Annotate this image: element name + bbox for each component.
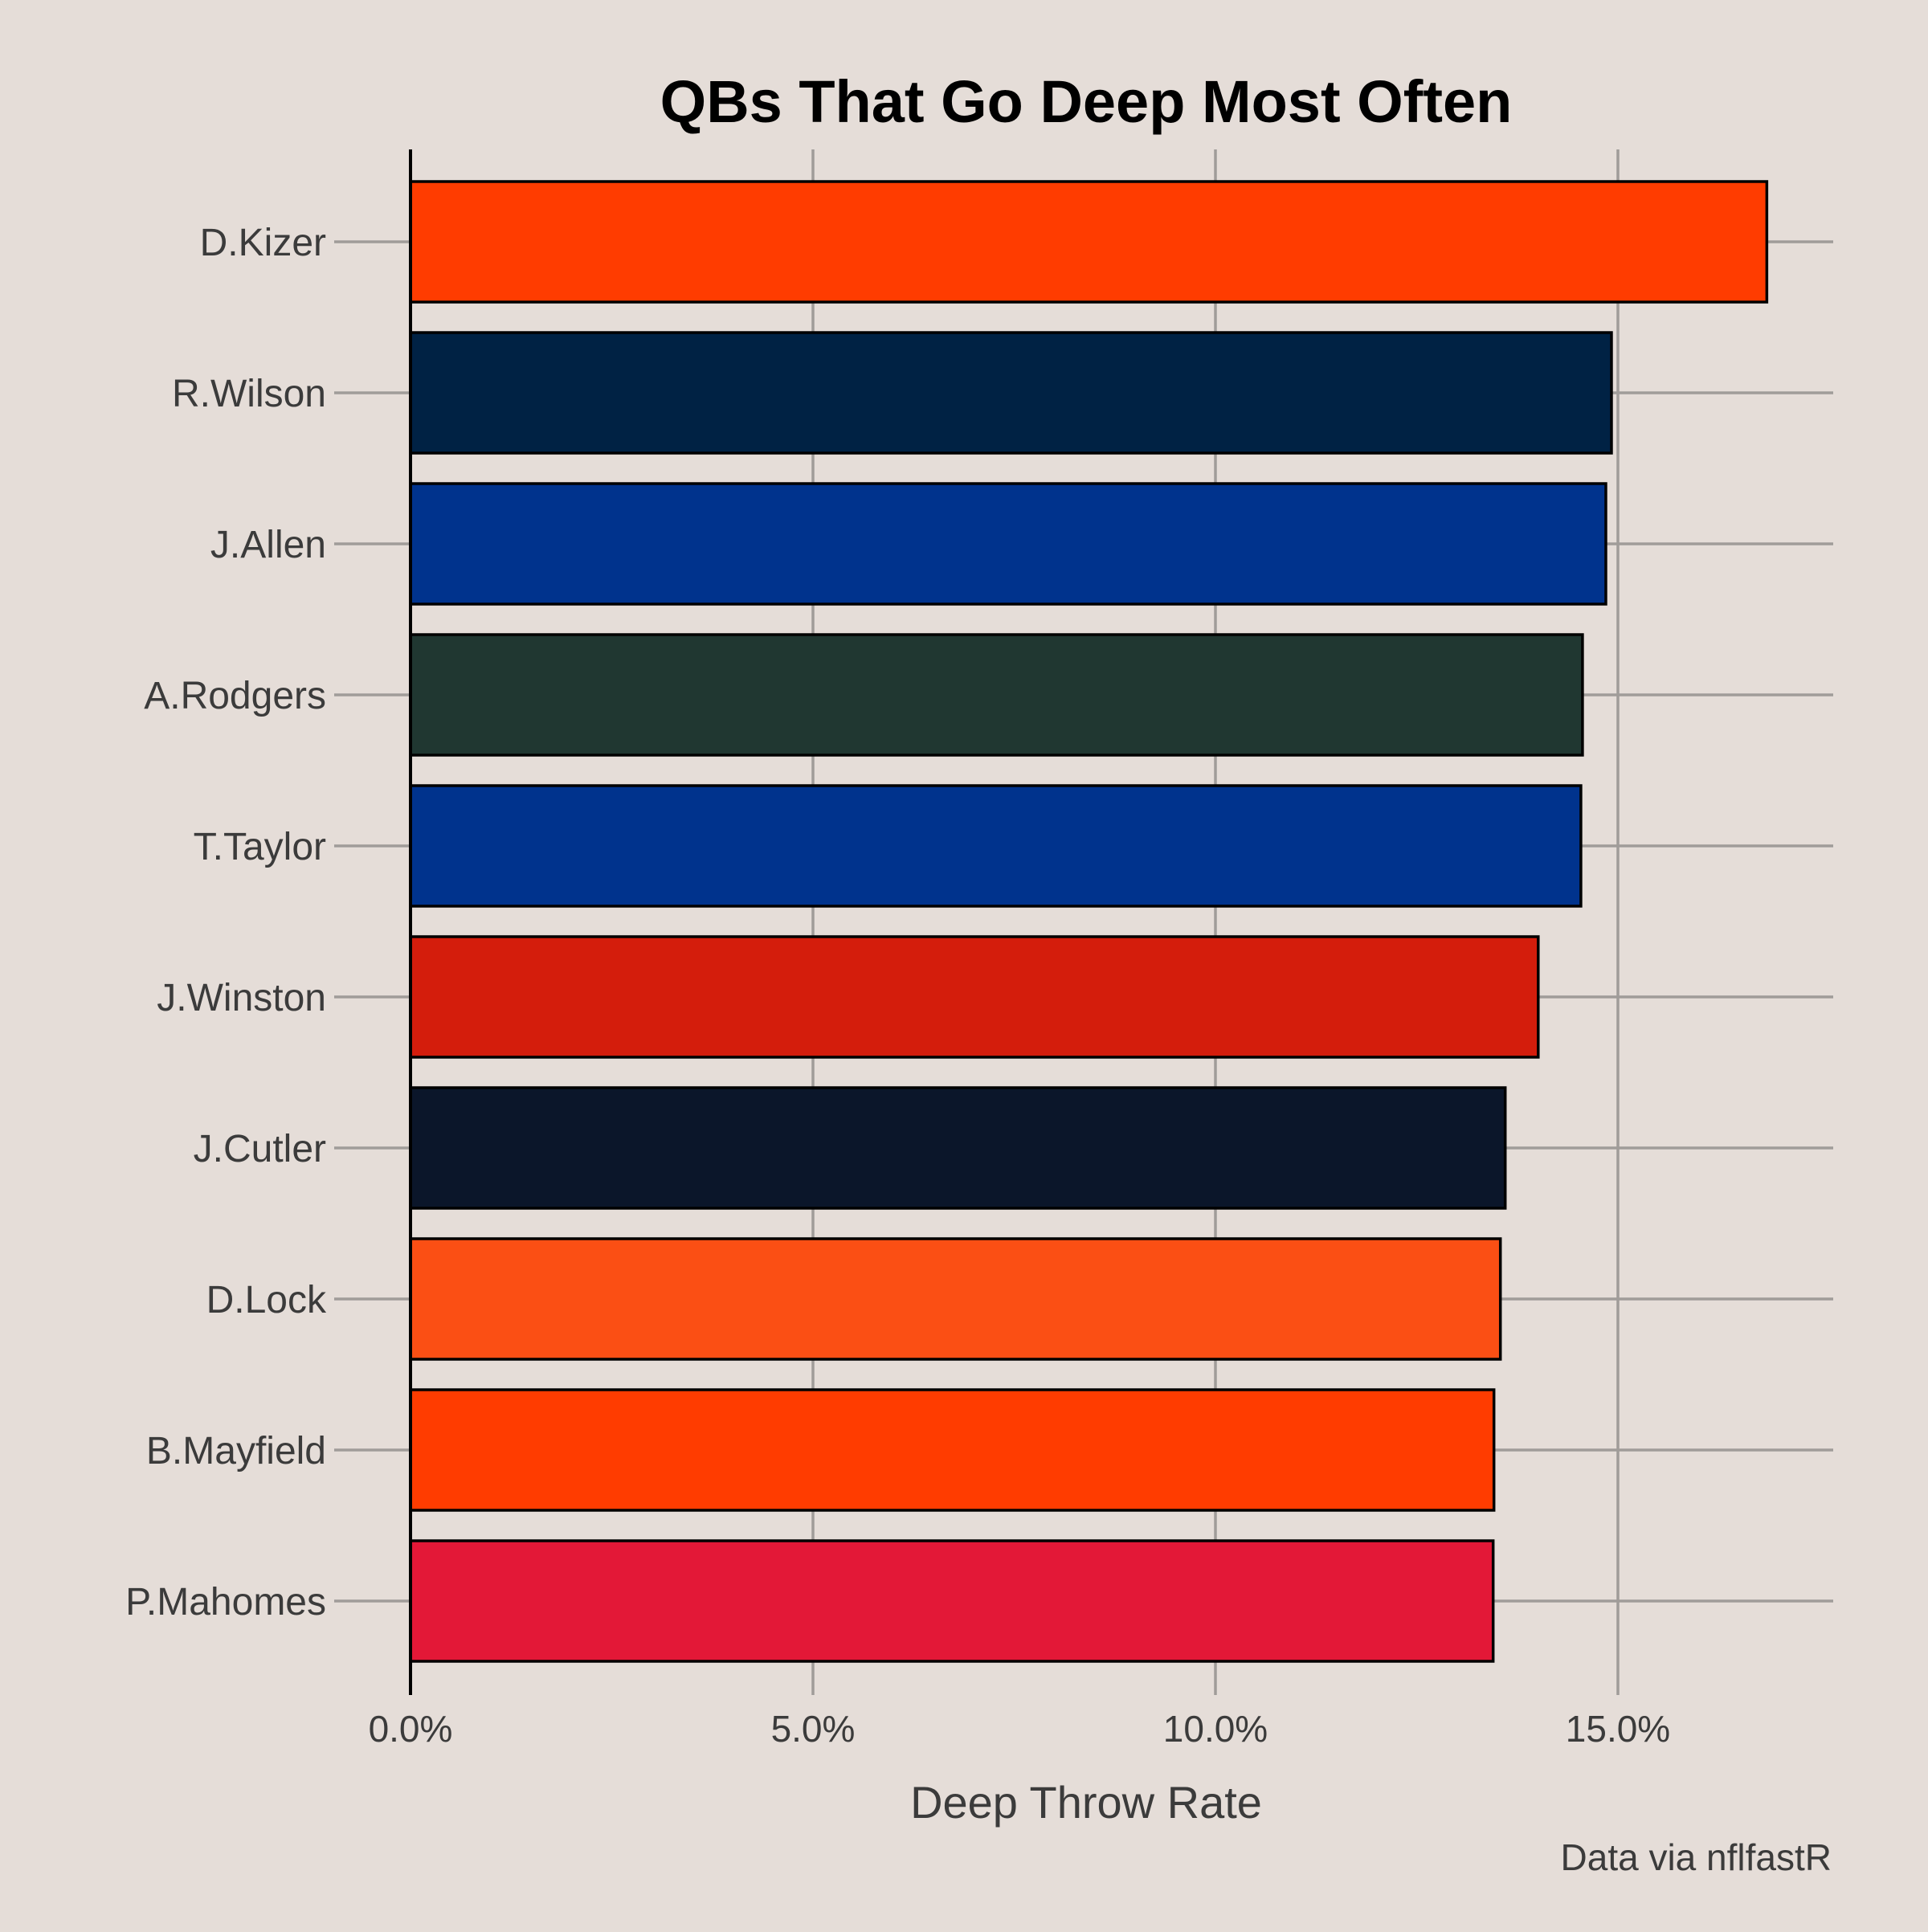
bar-t-taylor — [409, 784, 1583, 908]
y-tick-label: J.Allen — [210, 524, 326, 566]
y-tick-label: D.Lock — [206, 1279, 327, 1321]
bar-r-wilson — [409, 331, 1613, 455]
source-caption: Data via nflfastR — [1561, 1836, 1832, 1878]
y-tick-label: B.Mayfield — [146, 1430, 326, 1472]
y-tick-label: T.Taylor — [194, 826, 326, 868]
x-tick-label: 5.0% — [771, 1708, 856, 1750]
bar-b-mayfield — [409, 1388, 1496, 1512]
bars — [409, 180, 1769, 1663]
x-tick-label: 0.0% — [369, 1708, 453, 1750]
x-axis-label: Deep Throw Rate — [910, 1777, 1262, 1828]
bar-d-lock — [409, 1237, 1502, 1361]
bar-j-winston — [409, 935, 1540, 1059]
y-tick-label: R.Wilson — [172, 373, 326, 415]
bar-j-allen — [409, 482, 1607, 606]
y-tick-label: D.Kizer — [200, 222, 326, 264]
chart-title: QBs That Go Deep Most Often — [660, 68, 1513, 135]
x-tick-label: 10.0% — [1163, 1708, 1268, 1750]
y-tick-label: J.Cutler — [194, 1128, 326, 1170]
y-tick-label: P.Mahomes — [125, 1581, 326, 1624]
bar-a-rodgers — [409, 633, 1584, 757]
bar-j-cutler — [409, 1086, 1507, 1210]
y-tick-label: J.Winston — [157, 977, 326, 1019]
bar-p-mahomes — [409, 1539, 1495, 1663]
axes: 0.0% 5.0% 10.0% 15.0% D.Kizer R.Wilson J.Allen… — [125, 149, 1670, 1750]
y-tick-label: A.Rodgers — [144, 675, 326, 717]
x-tick-label: 15.0% — [1566, 1708, 1670, 1750]
bar-d-kizer — [409, 180, 1769, 304]
